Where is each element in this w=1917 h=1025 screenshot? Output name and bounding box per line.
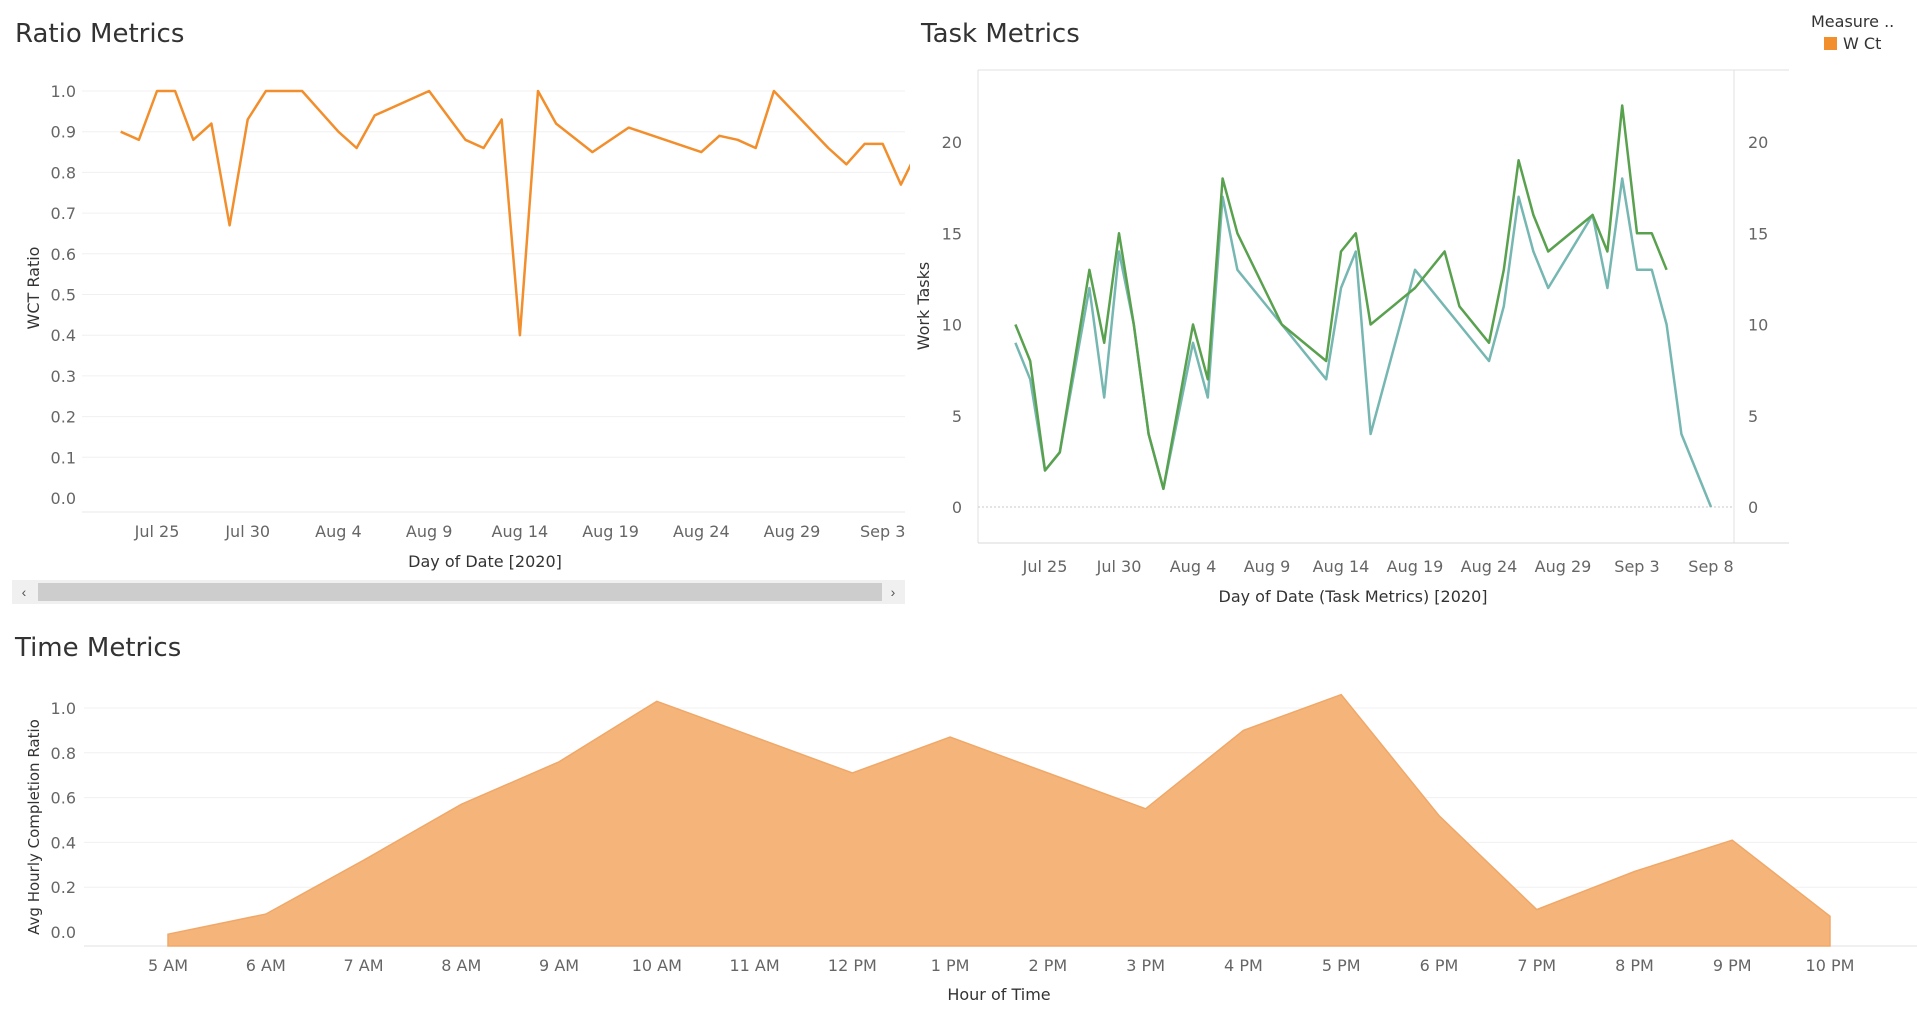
x-tick-label: Aug 4 — [1170, 557, 1217, 576]
y-tick-label: 0.4 — [51, 833, 76, 852]
x-tick-label: Aug 9 — [1244, 557, 1291, 576]
legend-item[interactable]: W Ct — [1824, 34, 1894, 53]
x-tick-label: 8 AM — [441, 956, 481, 975]
x-tick-label: 8 PM — [1615, 956, 1654, 975]
green-series-line — [1014, 104, 1668, 491]
y-tick-label: 1.0 — [51, 82, 76, 101]
y-axis-title: WCT Ratio — [24, 247, 43, 330]
y-tick-label: 0.4 — [51, 326, 76, 345]
ratio-scrollbar[interactable]: ‹ › — [12, 580, 905, 604]
y-tick-label: 0.8 — [51, 163, 76, 182]
time-metrics-title: Time Metrics — [15, 633, 182, 663]
scroll-right-arrow-icon[interactable]: › — [890, 584, 896, 600]
y-tick-label-left: 0 — [952, 498, 962, 517]
scroll-left-arrow-icon[interactable]: ‹ — [21, 584, 27, 600]
x-tick-label: Jul 25 — [134, 522, 180, 541]
wct-ratio-line — [120, 89, 910, 337]
x-tick-label: 7 AM — [344, 956, 384, 975]
x-tick-label: 1 PM — [931, 956, 970, 975]
x-tick-label: Aug 19 — [1387, 557, 1444, 576]
y-tick-label-left: 10 — [942, 316, 962, 335]
x-tick-label: 10 PM — [1806, 956, 1855, 975]
x-tick-label: Aug 19 — [582, 522, 639, 541]
scrollbar-thumb[interactable] — [38, 583, 882, 601]
x-tick-label: 5 PM — [1322, 956, 1361, 975]
x-tick-label: 6 PM — [1420, 956, 1459, 975]
y-tick-label: 0.2 — [51, 878, 76, 897]
x-tick-label: 11 AM — [729, 956, 779, 975]
x-tick-label: 3 PM — [1126, 956, 1165, 975]
y-tick-label-left: 15 — [942, 224, 962, 243]
x-tick-label: Sep 3 — [860, 522, 905, 541]
x-tick-label: Sep 3 — [1614, 557, 1659, 576]
x-tick-label: Aug 14 — [492, 522, 549, 541]
legend-title: Measure .. — [1811, 12, 1895, 31]
y-axis-title: Work Tasks — [914, 262, 933, 350]
x-tick-label: Aug 24 — [1461, 557, 1518, 576]
y-tick-label: 0.0 — [51, 489, 76, 508]
time-metrics-chart: 0.0 0.2 0.4 0.6 0.8 1.0 5 AM 6 AM 7 AM 8 AM 9 AM 10… — [25, 693, 1917, 1004]
x-tick-label: Aug 14 — [1313, 557, 1370, 576]
x-tick-label: Aug 9 — [406, 522, 453, 541]
x-tick-label: 5 AM — [148, 956, 188, 975]
y-tick-label-left: 20 — [942, 133, 962, 152]
y-axis-title: Avg Hourly Completion Ratio — [25, 719, 43, 935]
y-tick-label: 0.2 — [51, 408, 76, 427]
y-tick-label: 0.8 — [51, 744, 76, 763]
teal-series-line — [1014, 177, 1713, 508]
x-tick-label: 2 PM — [1029, 956, 1068, 975]
x-tick-label: 7 PM — [1517, 956, 1556, 975]
ratio-metrics-title: Ratio Metrics — [15, 19, 185, 49]
x-tick-label: 9 PM — [1713, 956, 1752, 975]
y-tick-label: 0.5 — [51, 286, 76, 305]
y-tick-label: 1.0 — [51, 699, 76, 718]
y-tick-label-right: 10 — [1748, 316, 1768, 335]
y-tick-label-right: 0 — [1748, 498, 1758, 517]
x-tick-label: 4 PM — [1224, 956, 1263, 975]
y-tick-label: 0.6 — [51, 245, 76, 264]
task-metrics-chart: 0 0 5 5 10 10 15 15 20 20 Jul 25 Jul 30 Aug 4 Aug 9 Au… — [914, 69, 1789, 606]
x-tick-label: Jul 30 — [224, 522, 270, 541]
x-tick-label: Aug 29 — [764, 522, 821, 541]
x-tick-label: Aug 29 — [1535, 557, 1592, 576]
y-tick-label: 0.7 — [51, 204, 76, 223]
x-axis-title: Day of Date [2020] — [408, 552, 562, 571]
x-tick-label: Aug 4 — [315, 522, 362, 541]
task-metrics-title: Task Metrics — [921, 19, 1080, 49]
y-tick-label-left: 5 — [952, 407, 962, 426]
ratio-metrics-chart: 0.0 0.1 0.2 0.3 0.4 0.5 0.6 0.7 0.8 0.9 1.0 Jul 25 J… — [24, 82, 910, 571]
x-tick-label: Sep 8 — [1688, 557, 1733, 576]
y-tick-label-right: 15 — [1748, 224, 1768, 243]
x-tick-label: 12 PM — [828, 956, 877, 975]
y-tick-label: 0.6 — [51, 789, 76, 808]
y-tick-label: 0.1 — [51, 448, 76, 467]
legend-swatch — [1824, 37, 1837, 50]
y-tick-label-right: 20 — [1748, 133, 1768, 152]
x-tick-label: 6 AM — [246, 956, 286, 975]
x-tick-label: Jul 30 — [1096, 557, 1142, 576]
measure-legend: Measure .. W Ct — [1811, 12, 1894, 53]
legend-item-label: W Ct — [1843, 34, 1882, 53]
x-tick-label: Aug 24 — [673, 522, 730, 541]
x-axis-title: Hour of Time — [947, 985, 1050, 1004]
x-axis-title: Day of Date (Task Metrics) [2020] — [1219, 587, 1488, 606]
completion-ratio-area — [167, 693, 1831, 947]
y-tick-label-right: 5 — [1748, 407, 1758, 426]
y-tick-label: 0.0 — [51, 923, 76, 942]
x-tick-label: 10 AM — [632, 956, 682, 975]
y-tick-label: 0.9 — [51, 123, 76, 142]
x-tick-label: 9 AM — [539, 956, 579, 975]
x-tick-label: Jul 25 — [1022, 557, 1068, 576]
y-tick-label: 0.3 — [51, 367, 76, 386]
